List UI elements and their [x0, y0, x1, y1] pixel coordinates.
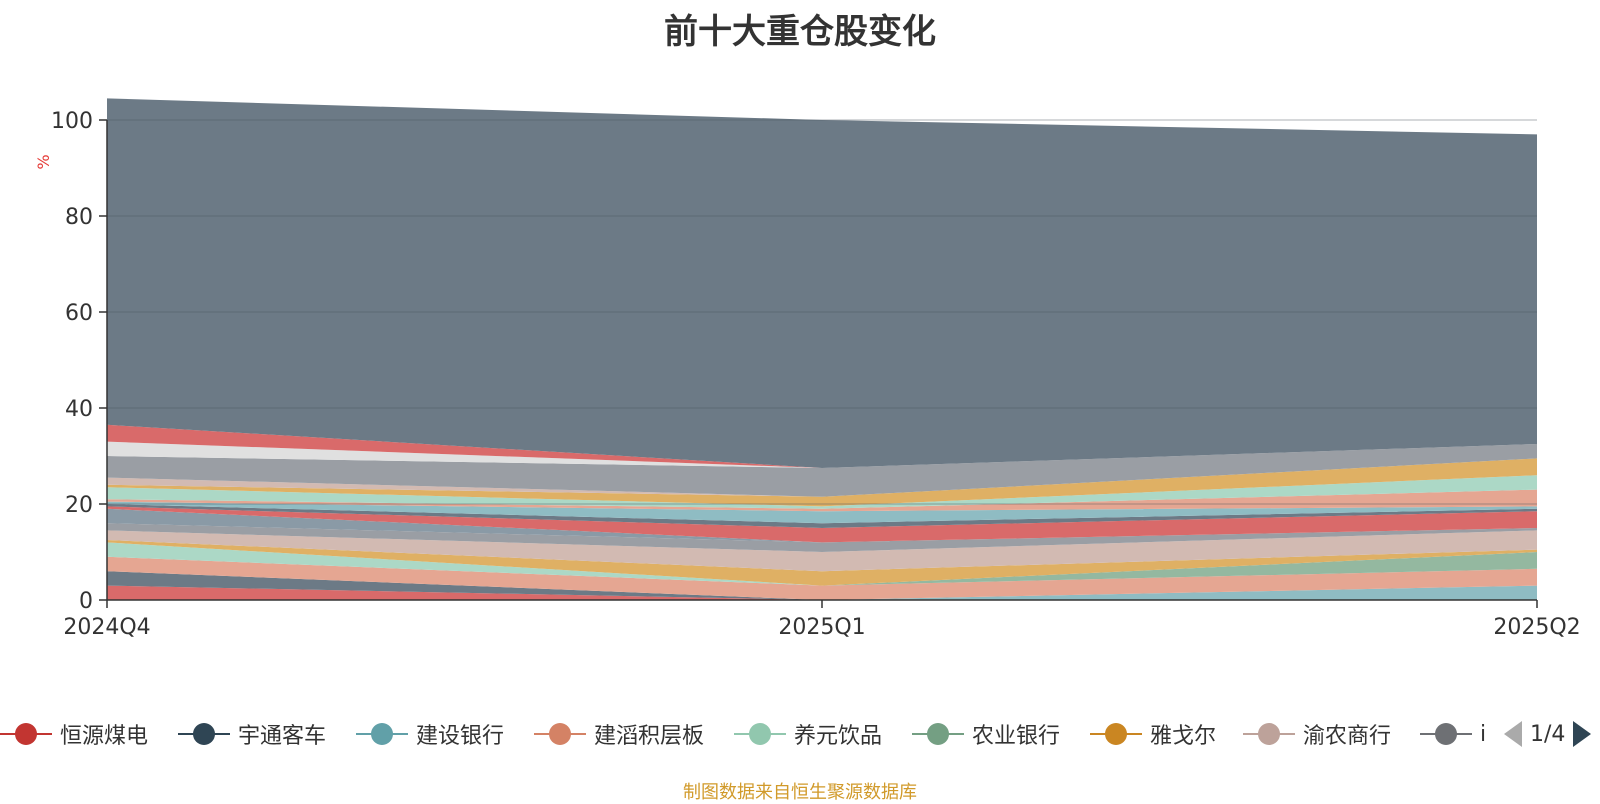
legend-marker-icon — [912, 723, 964, 745]
area-series-3 — [107, 556, 1537, 600]
legend-page-indicator: 1/4 — [1530, 721, 1566, 747]
legend-item[interactable]: 雅戈尔 — [1090, 714, 1216, 754]
y-tick-label-100: 100 — [51, 109, 93, 134]
data-source-footer: 制图数据来自恒生聚源数据库 — [683, 782, 917, 803]
legend-marker-icon — [1090, 723, 1142, 745]
legend-label: i — [1480, 721, 1487, 747]
legend-item[interactable]: 恒源煤电 — [0, 714, 148, 754]
legend-label: 建设银行 — [416, 724, 505, 749]
area-series-14 — [107, 475, 1537, 509]
legend-label: 渝农商行 — [1303, 724, 1392, 749]
legend-marker-icon — [178, 723, 230, 745]
legend-item[interactable]: 农业银行 — [912, 714, 1060, 754]
chart-legend: 恒源煤电 宇通客车 建设银行 建滔积层板 养元饮品 农业银行 雅戈尔 渝农商行 i — [0, 714, 1600, 754]
legend-item[interactable]: 建设银行 — [356, 714, 504, 754]
legend-marker-icon — [0, 723, 52, 745]
area-series-15 — [107, 458, 1537, 507]
area-series-5 — [107, 542, 1537, 586]
area-series-9 — [107, 508, 1537, 543]
x-tick-label-1: 2025Q1 — [778, 615, 865, 640]
area-series-6 — [107, 540, 1537, 586]
page-prev-icon[interactable] — [1502, 719, 1524, 749]
area-series-19 — [107, 424, 1537, 468]
area-series-18 — [107, 441, 1537, 468]
area-series-4 — [107, 542, 1537, 586]
legend-item[interactable]: 宇通客车 — [178, 714, 326, 754]
area-series-12 — [107, 501, 1537, 524]
area-series-17 — [107, 444, 1537, 497]
legend-label: 建滔积层板 — [594, 724, 705, 749]
page-next-icon[interactable] — [1571, 719, 1593, 749]
area-series-20 — [107, 98, 1537, 469]
legend-marker-icon — [1420, 723, 1472, 745]
y-tick-label-40: 40 — [65, 397, 93, 422]
x-tick-label-2: 2025Q2 — [1493, 615, 1580, 640]
area-series-8 — [107, 523, 1537, 552]
y-tick-label-60: 60 — [65, 301, 93, 326]
y-tick-label-0: 0 — [79, 589, 93, 614]
legend-marker-icon — [734, 723, 786, 745]
legend-item[interactable]: i — [1420, 714, 1486, 754]
chart-title: 前十大重仓股变化 — [664, 12, 936, 52]
legend-label: 雅戈尔 — [1150, 724, 1217, 749]
legend-marker-icon — [1243, 723, 1295, 745]
legend-label: 恒源煤电 — [60, 724, 149, 749]
area-series-13 — [107, 489, 1537, 512]
y-tick-label-80: 80 — [65, 205, 93, 230]
area-series-7 — [107, 530, 1537, 572]
legend-label: 农业银行 — [972, 724, 1061, 749]
legend-item[interactable]: 建滔积层板 — [534, 714, 704, 754]
legend-marker-icon — [356, 723, 408, 745]
area-series-0 — [107, 585, 1537, 600]
legend-item[interactable]: 渝农商行 — [1243, 714, 1391, 754]
legend-label: 宇通客车 — [238, 724, 327, 749]
y-tick-label-20: 20 — [65, 493, 93, 518]
legend-label: 养元饮品 — [794, 724, 883, 749]
x-tick-label-0: 2024Q4 — [63, 615, 150, 640]
legend-pager: 1/4 — [1502, 716, 1593, 752]
legend-item[interactable]: 养元饮品 — [734, 714, 882, 754]
area-series-10 — [107, 506, 1537, 543]
y-axis-unit: % — [34, 154, 53, 169]
area-series-1 — [107, 571, 1537, 600]
legend-marker-icon — [534, 723, 586, 745]
